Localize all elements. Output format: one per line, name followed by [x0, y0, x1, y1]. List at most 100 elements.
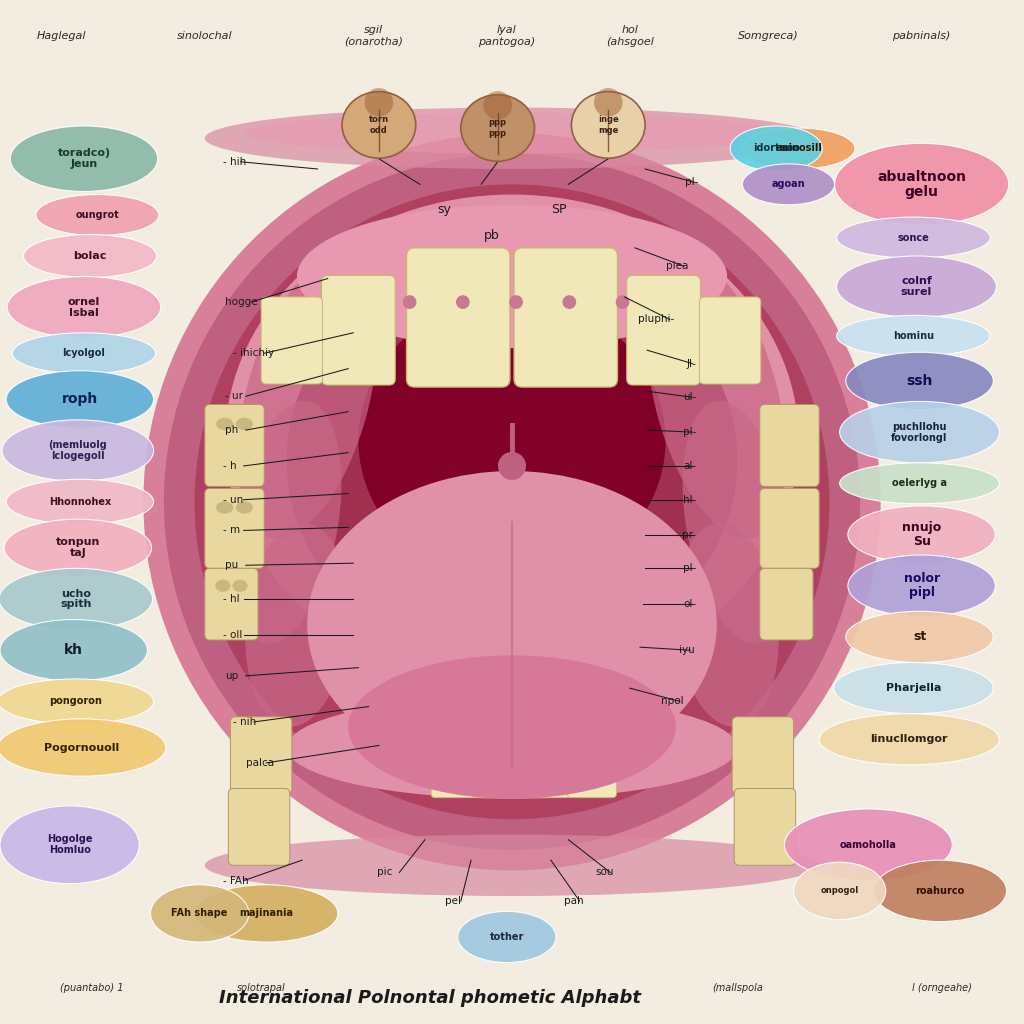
Ellipse shape [794, 862, 886, 920]
Text: ol-: ol- [683, 599, 696, 609]
FancyBboxPatch shape [230, 717, 292, 794]
Text: - m: - m [223, 525, 241, 536]
Text: nnujo
Su: nnujo Su [902, 521, 941, 548]
Text: puchllohu
fovorlongl: puchllohu fovorlongl [891, 422, 948, 442]
FancyBboxPatch shape [261, 297, 323, 384]
Circle shape [616, 296, 629, 308]
Ellipse shape [483, 91, 512, 120]
Ellipse shape [848, 506, 995, 563]
Text: inge
mge: inge mge [598, 116, 618, 134]
Ellipse shape [348, 655, 676, 799]
Ellipse shape [784, 809, 952, 881]
Text: - ur: - ur [225, 391, 244, 401]
FancyBboxPatch shape [699, 297, 761, 384]
Ellipse shape [164, 154, 860, 850]
Ellipse shape [0, 806, 139, 884]
Text: ph: ph [225, 425, 239, 435]
Ellipse shape [873, 860, 1007, 922]
Text: Haglegal: Haglegal [37, 31, 86, 41]
Ellipse shape [840, 463, 999, 504]
Ellipse shape [4, 519, 152, 577]
FancyBboxPatch shape [514, 248, 617, 387]
Text: - ihichiy: - ihichiy [233, 348, 274, 358]
Text: solotrapal: solotrapal [237, 983, 286, 993]
Text: - hih: - hih [223, 157, 247, 167]
Ellipse shape [232, 580, 248, 592]
Ellipse shape [195, 885, 338, 942]
FancyBboxPatch shape [732, 717, 794, 794]
Text: plea: plea [666, 261, 688, 271]
Text: ornel
Isbal: ornel Isbal [68, 297, 100, 317]
FancyBboxPatch shape [205, 568, 258, 640]
Ellipse shape [246, 113, 778, 154]
Text: aninosill: aninosill [775, 143, 822, 154]
Ellipse shape [143, 133, 881, 870]
Text: up: up [225, 671, 239, 681]
Text: npol: npol [662, 696, 684, 707]
Text: sy: sy [437, 204, 452, 216]
Ellipse shape [6, 479, 154, 524]
Ellipse shape [10, 126, 158, 191]
Ellipse shape [2, 420, 154, 481]
Text: pic: pic [377, 867, 392, 878]
Ellipse shape [571, 92, 645, 159]
Ellipse shape [6, 371, 154, 428]
Ellipse shape [245, 522, 349, 727]
Text: lcyolgol: lcyolgol [62, 348, 105, 358]
Ellipse shape [835, 143, 1009, 225]
Text: oungrot: oungrot [76, 210, 119, 220]
Ellipse shape [840, 401, 999, 463]
Text: hogge: hogge [225, 297, 258, 307]
Text: - oll: - oll [223, 630, 243, 640]
Ellipse shape [205, 108, 819, 169]
Ellipse shape [358, 297, 666, 584]
Ellipse shape [742, 128, 855, 169]
Text: ul-: ul- [683, 392, 696, 402]
Text: onpogol: onpogol [820, 887, 859, 895]
Text: bolac: bolac [74, 251, 106, 261]
Text: pel: pel [445, 896, 462, 906]
Text: abualtnoon
gelu: abualtnoon gelu [878, 170, 966, 199]
Text: idortnoo: idortnoo [753, 143, 800, 154]
FancyBboxPatch shape [760, 488, 819, 568]
Circle shape [563, 296, 575, 308]
Ellipse shape [216, 502, 233, 514]
Text: pu: pu [225, 560, 239, 570]
Circle shape [510, 296, 522, 308]
Text: pongoron: pongoron [49, 696, 102, 707]
FancyBboxPatch shape [567, 733, 616, 798]
Text: nolor
pipl: nolor pipl [903, 572, 940, 599]
Text: roahurco: roahurco [915, 886, 965, 896]
Text: FAh shape: FAh shape [171, 908, 228, 919]
Text: sou: sou [596, 867, 614, 878]
Ellipse shape [365, 88, 393, 117]
Ellipse shape [0, 719, 166, 776]
Text: ucho
spith: ucho spith [60, 589, 91, 609]
Text: tother: tother [489, 932, 524, 942]
Ellipse shape [232, 401, 341, 643]
Text: hol
(ahsgoel: hol (ahsgoel [606, 25, 653, 47]
FancyBboxPatch shape [734, 788, 796, 865]
Text: al-: al- [683, 461, 696, 471]
Text: hominu: hominu [893, 331, 934, 341]
Text: agoan: agoan [772, 179, 805, 189]
Ellipse shape [0, 679, 154, 724]
Ellipse shape [0, 568, 153, 630]
FancyBboxPatch shape [760, 404, 819, 486]
Text: Jl-: Jl- [686, 358, 696, 369]
Text: (mallspola: (mallspola [712, 983, 763, 993]
Text: l (orngeahe): l (orngeahe) [912, 983, 972, 993]
Text: ssh: ssh [906, 374, 933, 388]
Text: toradco)
Jeun: toradco) Jeun [57, 148, 111, 169]
Text: pah: pah [564, 896, 584, 906]
Text: torn
odd: torn odd [369, 116, 389, 134]
Ellipse shape [0, 620, 147, 681]
Ellipse shape [675, 522, 779, 727]
Text: majinania: majinania [240, 908, 293, 919]
Text: (puantabo) 1: (puantabo) 1 [60, 983, 124, 993]
Text: pl-: pl- [685, 177, 698, 187]
Text: (memluolg
lclogegoll: (memluolg lclogegoll [48, 440, 108, 461]
Ellipse shape [837, 315, 990, 356]
Text: linucllomgor: linucllomgor [870, 734, 948, 744]
FancyBboxPatch shape [431, 733, 480, 798]
